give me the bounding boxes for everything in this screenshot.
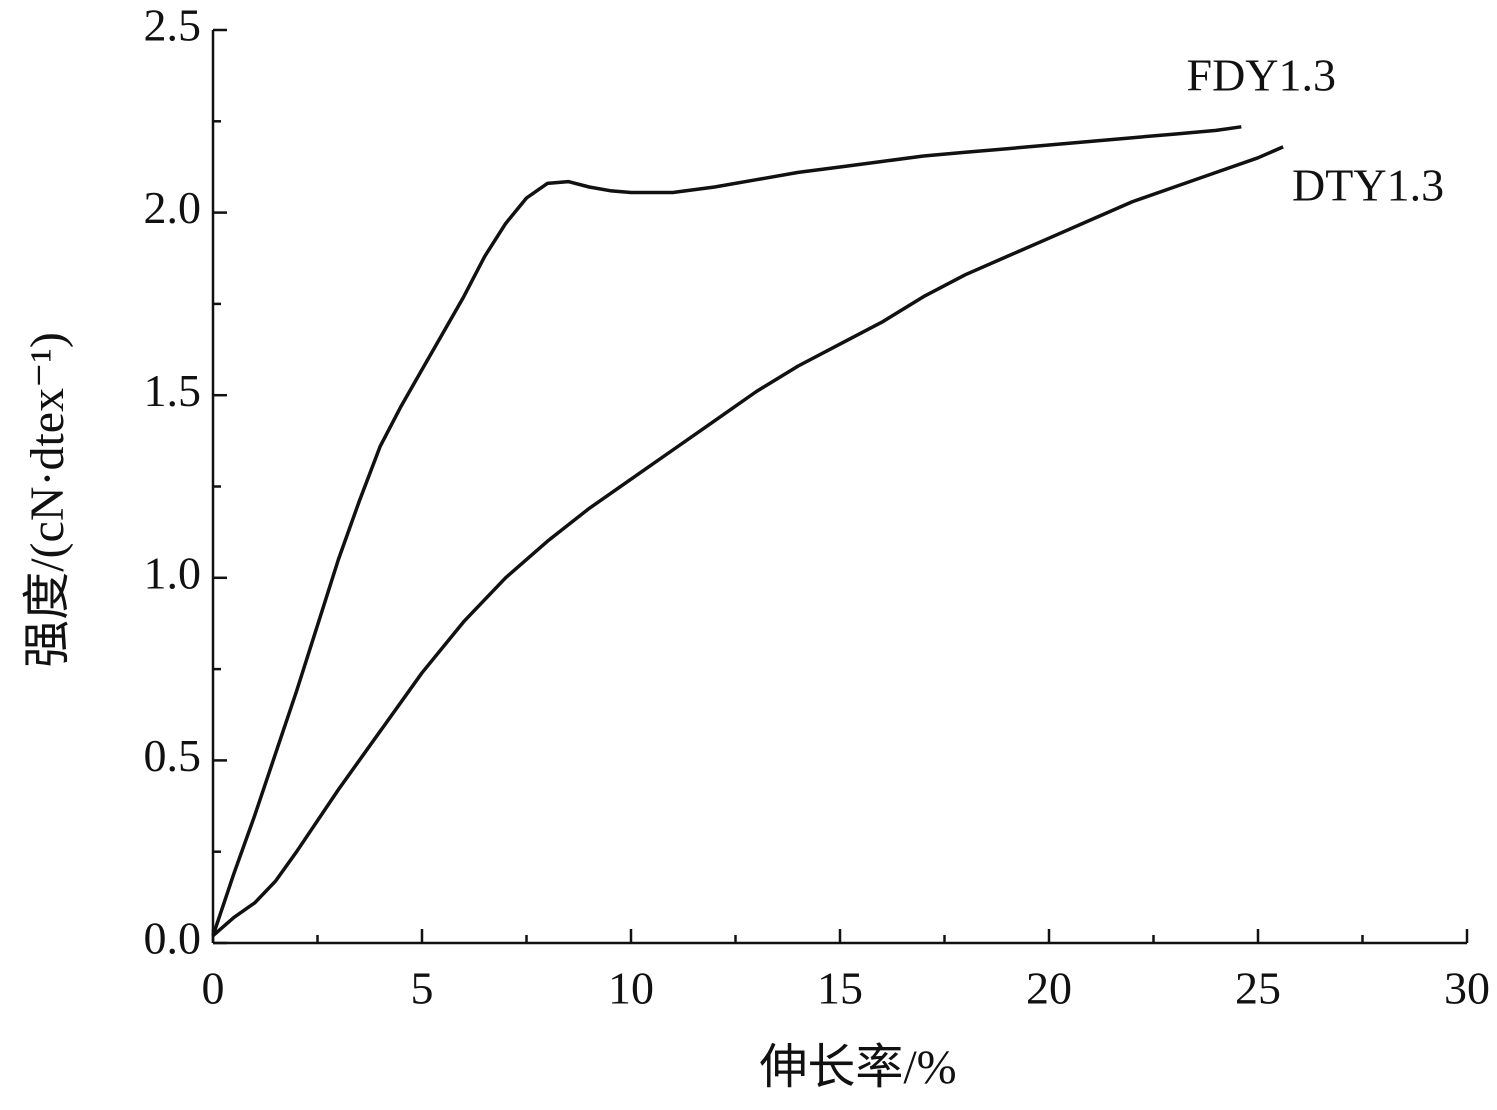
- y-axis-title: 强度/(cN·dtex⁻¹): [21, 332, 74, 668]
- x-tick-label: 25: [1235, 963, 1281, 1014]
- x-tick-label: 5: [411, 963, 434, 1014]
- x-tick-label: 15: [817, 963, 863, 1014]
- series-label: DTY1.3: [1292, 159, 1444, 210]
- y-tick-label: 1.0: [144, 547, 202, 598]
- x-axis-title: 伸长率/%: [759, 1041, 956, 1094]
- series-line: [211, 125, 1242, 937]
- y-tick-label: 1.5: [144, 365, 202, 416]
- y-tick-label: 2.0: [144, 182, 202, 233]
- y-tick-label: 0.0: [144, 913, 202, 964]
- x-tick-label: 0: [202, 963, 225, 1014]
- x-tick-label: 10: [608, 963, 654, 1014]
- x-tick-label: 20: [1026, 963, 1072, 1014]
- y-tick-label: 0.5: [144, 730, 202, 781]
- y-tick-label: 2.5: [144, 0, 202, 51]
- x-tick-label: 30: [1444, 963, 1490, 1014]
- series-line: [211, 145, 1284, 938]
- series-label: FDY1.3: [1187, 49, 1337, 100]
